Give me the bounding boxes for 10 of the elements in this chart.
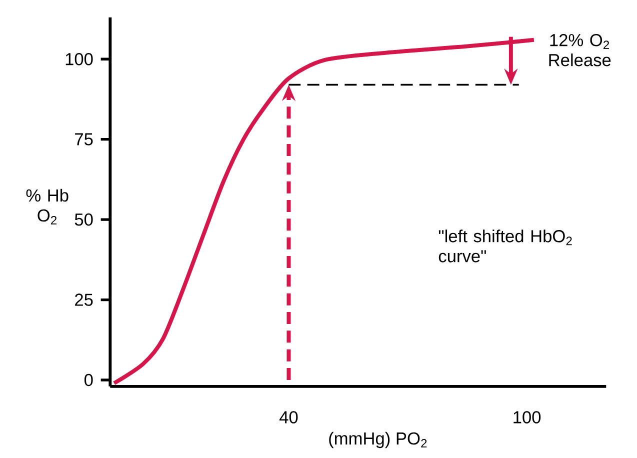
y-tick-label: 75 (75, 133, 93, 146)
y-tick-label: 100 (66, 52, 93, 66)
annotation: 12% O$_{2}$ Release (549, 34, 611, 66)
y-tick-label: 0 (84, 374, 93, 386)
y-tick-label: 50 (74, 213, 93, 226)
x-axis-title: (mmHg) PO$_{2}$ (329, 432, 427, 448)
y-tick-label: 25 (75, 294, 93, 306)
text: "left shifted HbO$_{2}$ curve" (438, 230, 572, 262)
x-tick-label: 40 (279, 411, 298, 424)
y-axis-title: % Hb O$_{2}$ (26, 188, 68, 224)
